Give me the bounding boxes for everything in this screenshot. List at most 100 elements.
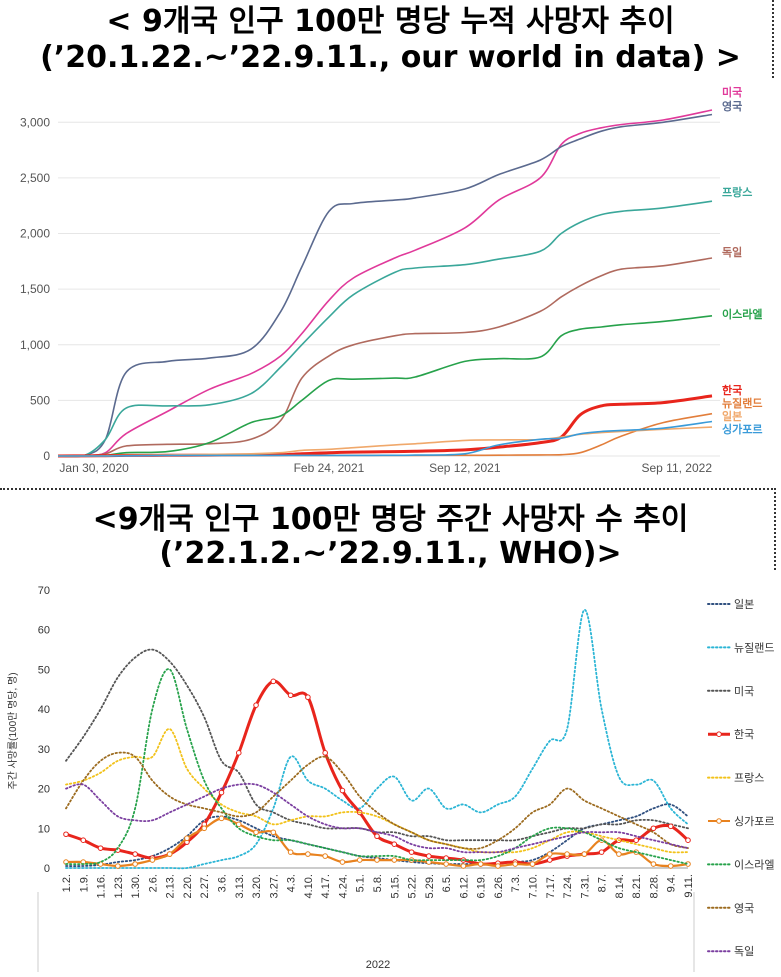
series-line xyxy=(57,200,713,458)
x-tick-label: 4.10. xyxy=(303,874,315,898)
data-point xyxy=(443,861,449,867)
series-label: 일본 xyxy=(722,409,742,423)
data-point xyxy=(581,851,588,857)
legend-label: 미국 xyxy=(734,685,754,698)
divider-middle xyxy=(0,488,776,490)
data-point xyxy=(218,815,225,822)
x-tick-label: 2.13. xyxy=(165,874,177,898)
data-point xyxy=(97,845,104,851)
series-label: 독일 xyxy=(722,245,742,259)
x-tick-label: 1.23. xyxy=(113,874,125,898)
x-tick-label: 1.30. xyxy=(130,874,142,898)
x-tick-label: 8.21. xyxy=(631,874,643,898)
data-point xyxy=(149,857,156,863)
data-point xyxy=(218,789,225,796)
legend-label: 뉴질랜드 xyxy=(734,641,774,654)
data-point xyxy=(322,750,328,756)
divider-middle-right xyxy=(774,488,776,570)
data-point xyxy=(253,829,259,836)
data-point xyxy=(339,859,346,865)
x-tick-label: 7.24. xyxy=(562,874,574,898)
series-label: 영국 xyxy=(722,100,742,113)
data-point xyxy=(667,823,674,830)
y-tick-label: 10 xyxy=(38,823,50,835)
data-point xyxy=(495,863,501,869)
y-tick-label: 30 xyxy=(38,744,50,756)
series-label: 한국 xyxy=(722,383,742,397)
y-tick-label: 50 xyxy=(38,664,50,676)
series-line xyxy=(58,420,713,457)
x-tick-label: 6.26. xyxy=(493,874,505,898)
series-line xyxy=(65,782,689,854)
x-tick-label: 7.10. xyxy=(528,874,540,898)
data-point xyxy=(356,857,363,863)
series-line xyxy=(57,109,713,457)
weekly-deaths-chart: 0 10 20 30 40 50 60 70 1.2. 1.9. 1.16. 1.23. 1.30. 2.… xyxy=(7,585,774,972)
data-point xyxy=(253,702,259,708)
y-tick-label: 40 xyxy=(38,704,50,716)
x-tick-label: 2.20. xyxy=(182,874,194,898)
series-label: 프랑스 xyxy=(722,186,752,199)
legend-marker xyxy=(716,731,722,737)
x-tick-label: 3.13. xyxy=(234,874,246,898)
series-line xyxy=(57,257,713,457)
bottom-chart-title-line1: <9개국 인구 100만 명당 주간 사망자 수 추이 xyxy=(92,502,689,537)
y-tick-label: 0 xyxy=(43,449,50,463)
data-point xyxy=(80,837,87,844)
x-axis-title: 2022 xyxy=(366,959,390,971)
y-tick-label: 0 xyxy=(44,863,50,875)
x-tick-label: 1.16. xyxy=(96,874,108,898)
series-line xyxy=(57,113,713,458)
top-chart-title-line2: (’20.1.22.~’22.9.11., our world in data)… xyxy=(40,40,741,75)
x-tick-label: Sep 11, 2022 xyxy=(641,461,712,475)
data-point xyxy=(426,853,432,859)
x-tick-label: 5.29. xyxy=(424,874,436,898)
legend-label: 한국 xyxy=(734,728,754,741)
data-point xyxy=(546,851,553,857)
data-point xyxy=(115,863,121,869)
data-point xyxy=(374,857,380,863)
x-tick-label: 1.2. xyxy=(61,874,73,892)
data-point xyxy=(63,831,69,838)
y-tick-label: 1,500 xyxy=(20,282,50,296)
x-tick-label: 6.12. xyxy=(458,874,470,898)
x-tick-label: 7.17. xyxy=(545,874,557,898)
y-tick-label: 2,500 xyxy=(20,171,50,185)
y-tick-label: 70 xyxy=(38,585,50,597)
data-point xyxy=(287,849,294,855)
x-tick-label: 3.6. xyxy=(217,874,229,892)
legend-marker xyxy=(716,818,722,824)
y-tick-label: 2,000 xyxy=(20,227,50,241)
cumulative-deaths-chart: 0 500 1,000 1,500 2,000 2,500 3,000 Jan 30, 202… xyxy=(20,85,763,475)
divider-top-right xyxy=(772,0,774,78)
data-point xyxy=(598,849,605,855)
x-tick-label: 5.22. xyxy=(407,874,419,898)
x-tick-label: 5.1. xyxy=(355,874,367,892)
data-point xyxy=(460,863,467,869)
data-point xyxy=(408,849,415,855)
series-line xyxy=(58,412,713,457)
x-tick-label: 5.15. xyxy=(389,874,401,898)
legend-label: 싱가포르 xyxy=(734,815,774,828)
data-point xyxy=(270,829,277,836)
x-tick-label: 3.20. xyxy=(251,874,263,898)
data-point xyxy=(546,857,553,863)
x-tick-label: 6.5. xyxy=(441,874,453,892)
data-point xyxy=(391,857,398,863)
legend-label: 프랑스 xyxy=(734,772,764,785)
data-point xyxy=(685,837,691,844)
x-tick-label: 2.27. xyxy=(199,874,211,898)
y-tick-label: 60 xyxy=(38,625,50,637)
data-point xyxy=(529,861,536,867)
data-point xyxy=(650,825,657,832)
data-point xyxy=(616,851,622,857)
x-tick-label: 7.31. xyxy=(579,874,591,898)
y-tick-label: 3,000 xyxy=(20,115,50,129)
x-tick-label: 1.9. xyxy=(78,874,90,892)
x-tick-label: 4.17. xyxy=(320,874,332,898)
data-point xyxy=(564,851,570,857)
data-point xyxy=(633,837,639,844)
legend-label: 이스라엘 xyxy=(734,858,774,871)
x-tick-label: 3.27. xyxy=(268,874,280,898)
x-tick-label: Jan 30, 2020 xyxy=(59,461,129,475)
